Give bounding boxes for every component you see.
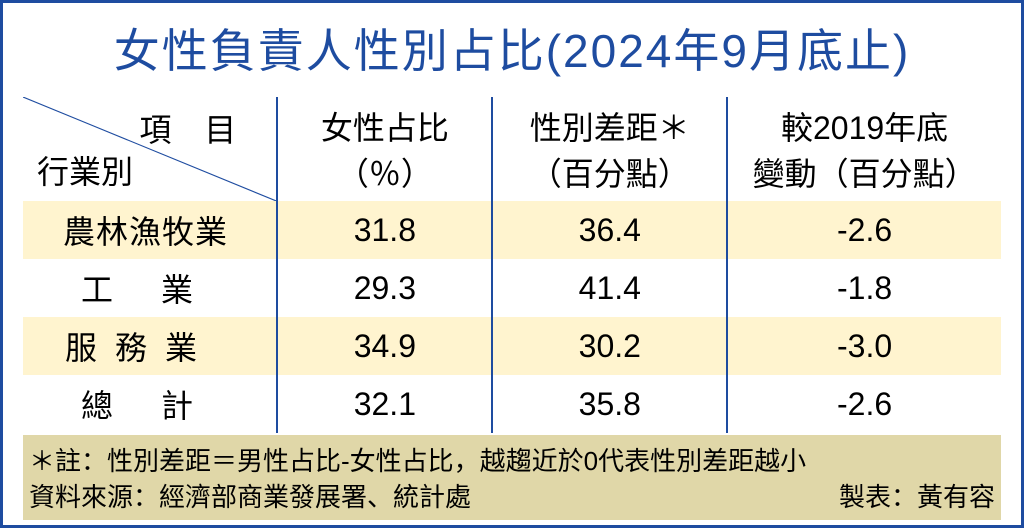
cell: 34.9 bbox=[277, 317, 492, 375]
footer-note: ＊註：性別差距＝男性占比-女性占比，越趨近於0代表性別差距越小 bbox=[29, 443, 995, 479]
cell: 30.2 bbox=[492, 317, 727, 375]
col-header-1: 女性占比 （％） bbox=[277, 97, 492, 201]
frame: 女性負責人性別占比(2024年9月底止) 項 目 行業別 bbox=[0, 0, 1024, 528]
footer-source: 資料來源：經濟部商業發展署、統計處 bbox=[29, 479, 471, 515]
content-area: 女性負責人性別占比(2024年9月底止) 項 目 行業別 bbox=[3, 3, 1021, 525]
header-bottom-label: 行業別 bbox=[37, 147, 133, 193]
table-row: 總計32.135.8-2.6 bbox=[23, 375, 1001, 433]
data-table: 項 目 行業別 女性占比 （％） 性別差距＊ （百分點） 較2019年底 變動（… bbox=[23, 97, 1001, 433]
table-row: 農林漁牧業31.836.4-2.6 bbox=[23, 201, 1001, 259]
cell: 29.3 bbox=[277, 259, 492, 317]
cell: 36.4 bbox=[492, 201, 727, 259]
cell: -2.6 bbox=[727, 375, 1001, 433]
row-label: 服務業 bbox=[23, 317, 277, 375]
row-label: 農林漁牧業 bbox=[23, 201, 277, 259]
row-label: 總計 bbox=[23, 375, 277, 433]
cell: 31.8 bbox=[277, 201, 492, 259]
col-header-2: 性別差距＊ （百分點） bbox=[492, 97, 727, 201]
cell: -3.0 bbox=[727, 317, 1001, 375]
diagonal-header: 項 目 行業別 bbox=[23, 97, 277, 201]
cell: -2.6 bbox=[727, 201, 1001, 259]
table-title: 女性負責人性別占比(2024年9月底止) bbox=[23, 15, 1001, 91]
row-label: 工業 bbox=[23, 259, 277, 317]
cell: 35.8 bbox=[492, 375, 727, 433]
footer: ＊註：性別差距＝男性占比-女性占比，越趨近於0代表性別差距越小 資料來源：經濟部… bbox=[23, 435, 1001, 520]
table-row: 服務業34.930.2-3.0 bbox=[23, 317, 1001, 375]
cell: 41.4 bbox=[492, 259, 727, 317]
header-top-label: 項 目 bbox=[139, 105, 248, 151]
footer-credit: 製表：黃有容 bbox=[839, 479, 995, 515]
table-body: 農林漁牧業31.836.4-2.6工業29.341.4-1.8服務業34.930… bbox=[23, 201, 1001, 433]
col-header-3: 較2019年底 變動（百分點） bbox=[727, 97, 1001, 201]
cell: -1.8 bbox=[727, 259, 1001, 317]
table-row: 工業29.341.4-1.8 bbox=[23, 259, 1001, 317]
cell: 32.1 bbox=[277, 375, 492, 433]
header-row: 項 目 行業別 女性占比 （％） 性別差距＊ （百分點） 較2019年底 變動（… bbox=[23, 97, 1001, 201]
